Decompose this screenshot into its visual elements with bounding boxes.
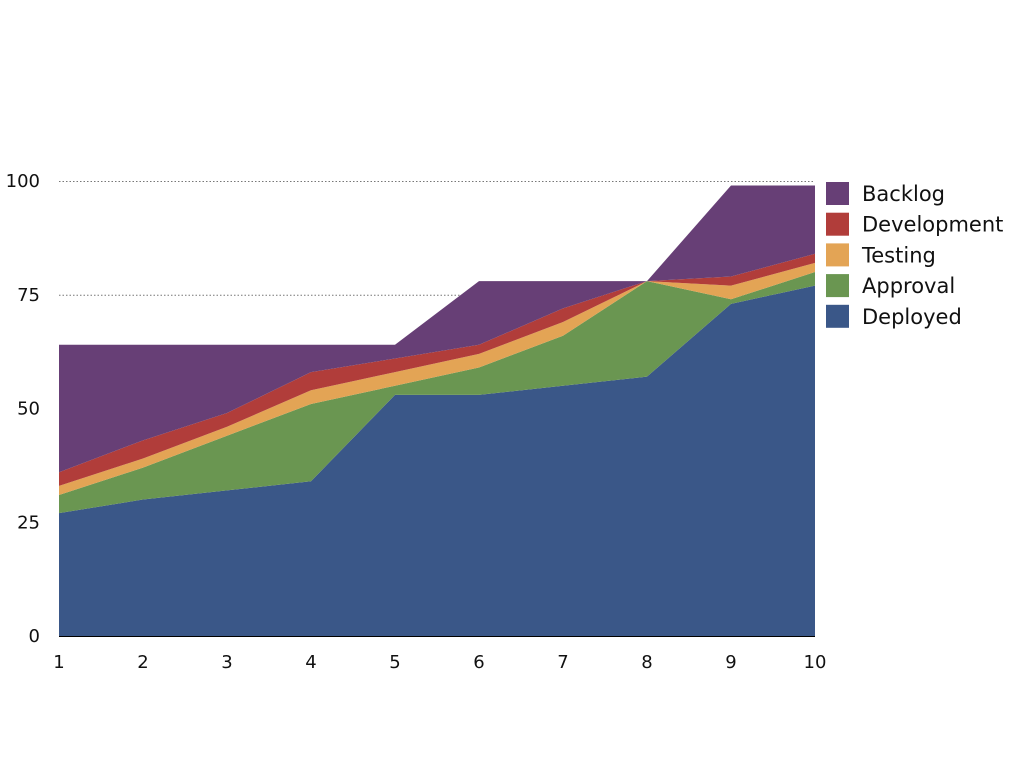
legend-label: Testing bbox=[861, 243, 936, 267]
x-tick-label: 2 bbox=[137, 652, 148, 673]
x-tick-label: 9 bbox=[725, 652, 736, 673]
area-series-deployed bbox=[59, 285, 815, 636]
area-series-group bbox=[59, 185, 815, 636]
legend-swatch bbox=[826, 212, 849, 236]
legend-item-deployed: Deployed bbox=[826, 304, 962, 329]
legend-item-approval: Approval bbox=[826, 274, 955, 298]
area-series-testing bbox=[59, 262, 815, 495]
legend-label: Approval bbox=[862, 274, 955, 298]
x-tick-label: 4 bbox=[305, 652, 316, 673]
y-tick-label: 100 bbox=[6, 171, 40, 192]
x-tick-label: 8 bbox=[641, 652, 652, 673]
y-tick-label: 0 bbox=[29, 626, 40, 647]
y-tick-label: 75 bbox=[17, 285, 40, 306]
x-tick-label: 7 bbox=[557, 652, 568, 673]
y-axis-ticks: 0 25 50 75 100 bbox=[6, 171, 40, 647]
legend-swatch bbox=[826, 304, 849, 328]
x-tick-label: 1 bbox=[53, 652, 64, 673]
area-series-backlog bbox=[59, 185, 815, 473]
legend-swatch bbox=[826, 243, 849, 267]
legend-item-backlog: Backlog bbox=[826, 182, 945, 206]
x-axis-ticks: 1 2 3 4 5 6 7 8 9 10 bbox=[53, 652, 826, 673]
legend-swatch bbox=[826, 182, 849, 205]
legend-label: Development bbox=[862, 213, 1003, 237]
x-tick-label: 5 bbox=[389, 652, 400, 673]
legend-label: Backlog bbox=[862, 182, 945, 206]
legend-swatch bbox=[826, 274, 849, 298]
legend-item-development: Development bbox=[826, 212, 1003, 237]
legend-label: Deployed bbox=[862, 305, 962, 329]
y-tick-label: 50 bbox=[17, 399, 40, 420]
legend-item-testing: Testing bbox=[826, 243, 936, 267]
legend: Backlog Development Testing Approval Deploye… bbox=[826, 182, 1003, 329]
area-series-approval bbox=[59, 272, 815, 514]
x-tick-label: 6 bbox=[473, 652, 484, 673]
x-tick-label: 3 bbox=[221, 652, 232, 673]
x-tick-label: 10 bbox=[804, 652, 827, 673]
area-series-development bbox=[59, 253, 815, 486]
y-tick-label: 25 bbox=[17, 512, 40, 533]
